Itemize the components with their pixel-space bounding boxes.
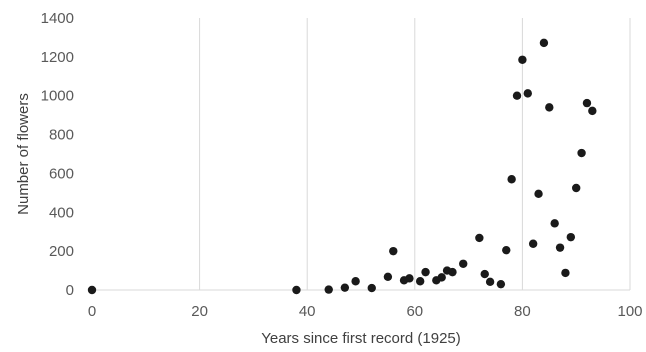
x-tick-label: 0 [88, 303, 96, 320]
data-point [405, 274, 414, 283]
y-tick-label: 1000 [41, 88, 74, 105]
data-point [496, 279, 506, 289]
gridlines [199, 18, 631, 290]
x-tick-label: 20 [191, 303, 208, 320]
data-point [588, 106, 597, 116]
y-tick-label: 200 [49, 243, 74, 260]
y-tick-label: 600 [49, 165, 74, 182]
data-point [485, 277, 495, 287]
y-tick-label: 400 [49, 204, 74, 221]
data-point [512, 91, 522, 100]
data-point [502, 245, 511, 255]
data-point [459, 259, 468, 268]
y-tick-label: 1200 [41, 49, 74, 66]
data-point [572, 183, 581, 193]
data-points [87, 38, 597, 295]
data-point [534, 189, 543, 199]
data-point [324, 285, 333, 294]
data-point [389, 246, 398, 256]
data-point [545, 103, 554, 112]
data-point [383, 272, 393, 281]
data-point [561, 268, 570, 278]
data-point [518, 55, 527, 64]
data-point [528, 239, 538, 248]
x-tick-label: 40 [299, 303, 316, 320]
data-point [577, 148, 586, 158]
y-tick-label: 1400 [41, 10, 74, 27]
x-tick-label: 80 [514, 303, 531, 320]
data-point [351, 277, 360, 286]
y-axis-ticks: 0 200 400 600 800 1000 1200 1400 [41, 10, 74, 299]
y-tick-label: 0 [66, 282, 74, 299]
x-axis-title: Years since first record (1925) [261, 330, 461, 347]
data-point [87, 285, 97, 295]
data-point [475, 233, 484, 243]
data-point [340, 283, 350, 292]
x-tick-label: 100 [617, 303, 642, 320]
x-tick-label: 60 [406, 303, 423, 320]
y-axis-title: Number of flowers [15, 93, 32, 215]
data-point [566, 232, 576, 242]
data-point [523, 89, 532, 98]
data-point [292, 285, 301, 295]
data-point [448, 267, 457, 277]
x-axis-ticks: 0 20 40 60 80 100 [88, 303, 643, 320]
data-point [437, 273, 446, 282]
data-point [480, 269, 489, 279]
data-point [539, 38, 549, 48]
y-tick-label: 800 [49, 127, 74, 144]
data-point [421, 267, 430, 277]
data-point [415, 277, 425, 286]
data-point [582, 98, 592, 108]
data-point [555, 243, 565, 252]
data-point [367, 283, 376, 293]
data-point [550, 219, 559, 228]
data-point [507, 175, 516, 184]
